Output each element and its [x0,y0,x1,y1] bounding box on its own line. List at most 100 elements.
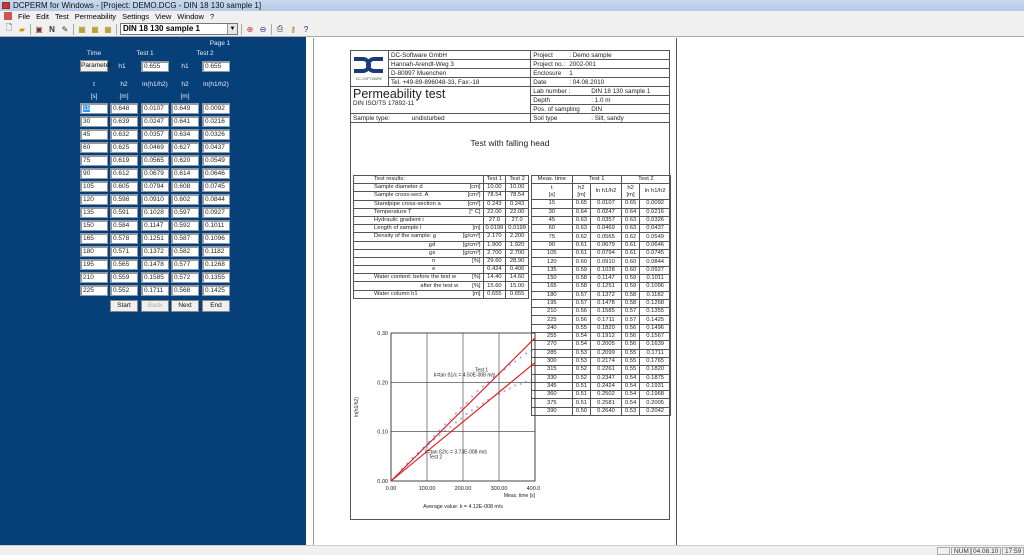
value-input[interactable]: 0.0326 [202,129,230,140]
menu-edit[interactable]: Edit [36,12,50,21]
value-input[interactable]: 0.1478 [141,259,169,270]
value-input[interactable]: 0.0565 [141,155,169,166]
save-icon[interactable]: ▣ [35,24,43,34]
value-input[interactable]: 0.632 [110,129,138,140]
menu-window[interactable]: Window [177,12,204,21]
value-input[interactable]: 0.1011 [202,220,230,231]
value-input[interactable]: 0.648 [110,103,138,114]
value-input[interactable]: 0.602 [171,194,199,205]
value-input[interactable]: 0.592 [171,220,199,231]
chevron-down-icon[interactable]: ▼ [227,24,237,34]
value-input[interactable]: 0.612 [110,168,138,179]
value-input[interactable]: 0.572 [171,272,199,283]
value-input[interactable]: 0.0910 [141,194,169,205]
time-input[interactable]: 60 [80,142,108,153]
value-input[interactable]: 0.619 [110,155,138,166]
value-input[interactable]: 0.639 [110,116,138,127]
value-input[interactable]: 0.634 [171,129,199,140]
value-input[interactable]: 0.0092 [202,103,230,114]
open-icon[interactable]: ▰ [18,24,26,34]
start-button[interactable]: Start [110,300,138,312]
zoom-out-icon[interactable]: ⊖ [259,24,267,34]
value-input[interactable]: 0.0107 [141,103,169,114]
value-input[interactable]: 0.1711 [141,285,169,296]
value-input[interactable]: 0.1268 [202,259,230,270]
time-input[interactable]: 75 [80,155,108,166]
value-input[interactable]: 0.649 [171,103,199,114]
parameter-button[interactable]: Parameter [80,60,111,72]
value-input[interactable]: 0.0679 [141,168,169,179]
menu-view[interactable]: View [155,12,172,21]
value-input[interactable]: 0.0927 [202,207,230,218]
time-input[interactable]: 165 [80,233,108,244]
time-input[interactable]: 180 [80,246,108,257]
menu-test[interactable]: Test [55,12,69,21]
sample-select[interactable]: DIN 18 130 sample 1 ▼ [120,23,238,35]
next-button[interactable]: Next [171,300,199,312]
h1-test1-input[interactable]: 0.655 [141,61,169,72]
value-input[interactable]: 0.568 [171,285,199,296]
time-input[interactable]: 135 [80,207,108,218]
value-input[interactable]: 0.627 [171,142,199,153]
value-input[interactable]: 0.565 [110,259,138,270]
value-input[interactable]: 0.1096 [202,233,230,244]
print-icon[interactable]: ⎙ [276,24,284,33]
value-input[interactable]: 0.614 [171,168,199,179]
time-input[interactable]: 195 [80,259,108,270]
value-input[interactable]: 0.584 [110,220,138,231]
value-input[interactable]: 0.1182 [202,246,230,257]
value-input[interactable]: 0.0549 [202,155,230,166]
key-icon[interactable]: ⚷ [290,24,296,34]
time-input[interactable]: 30 [80,116,108,127]
value-input[interactable]: 0.591 [110,207,138,218]
value-input[interactable]: 0.0646 [202,168,230,179]
grid3-icon[interactable]: ▦ [104,24,112,34]
time-input[interactable]: 45 [80,129,108,140]
grid2-icon[interactable]: ▦ [91,24,99,34]
value-input[interactable]: 0.0247 [141,116,169,127]
value-input[interactable]: 0.577 [171,259,199,270]
menu-help[interactable]: ? [209,12,215,21]
time-input[interactable]: 120 [80,194,108,205]
help-icon[interactable]: ? [303,24,309,34]
value-input[interactable]: 0.0216 [202,116,230,127]
value-input[interactable]: 0.0357 [141,129,169,140]
time-input[interactable]: 210 [80,272,108,283]
value-input[interactable]: 0.0745 [202,181,230,192]
time-input[interactable]: 105 [80,181,108,192]
value-input[interactable]: 0.1585 [141,272,169,283]
value-input[interactable]: 0.578 [110,233,138,244]
value-input[interactable]: 0.571 [110,246,138,257]
value-input[interactable]: 0.0844 [202,194,230,205]
value-input[interactable]: 0.1355 [202,272,230,283]
value-input[interactable]: 0.552 [110,285,138,296]
value-input[interactable]: 0.559 [110,272,138,283]
back-button[interactable]: Back [141,300,169,312]
grid1-icon[interactable]: ▦ [78,24,86,34]
menu-settings[interactable]: Settings [122,12,150,21]
value-input[interactable]: 0.597 [171,207,199,218]
value-input[interactable]: 0.1251 [141,233,169,244]
value-input[interactable]: 0.587 [171,233,199,244]
time-input[interactable]: 90 [80,168,108,179]
value-input[interactable]: 0.0469 [141,142,169,153]
value-input[interactable]: 0.605 [110,181,138,192]
value-input[interactable]: 0.625 [110,142,138,153]
value-input[interactable]: 0.1372 [141,246,169,257]
menu-file[interactable]: File [18,12,31,21]
value-input[interactable]: 0.0794 [141,181,169,192]
value-input[interactable]: 0.620 [171,155,199,166]
zoom-in-icon[interactable]: ⊕ [246,24,254,34]
n-icon[interactable]: N [49,24,55,34]
new-icon[interactable]: 🗋 [5,23,13,32]
pencil-icon[interactable]: ✎ [61,24,69,34]
value-input[interactable]: 0.641 [171,116,199,127]
value-input[interactable]: 0.1425 [202,285,230,296]
menu-permeability[interactable]: Permeability [74,12,117,21]
value-input[interactable]: 0.1028 [141,207,169,218]
time-input[interactable]: 150 [80,220,108,231]
h1-test2-input[interactable]: 0.655 [202,61,230,72]
time-input[interactable]: 15 [80,103,108,114]
value-input[interactable]: 0.1147 [141,220,169,231]
value-input[interactable]: 0.582 [171,246,199,257]
